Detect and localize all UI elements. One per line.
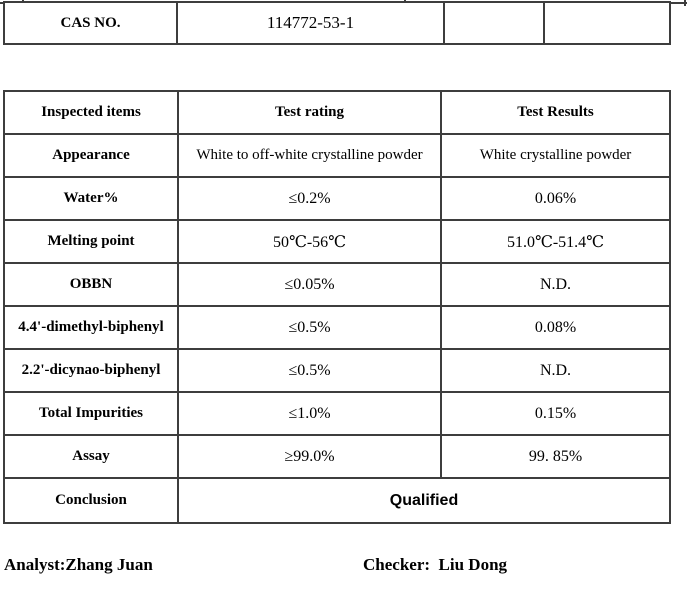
header-inspected-items: Inspected items — [3, 90, 179, 135]
cell-test-result: 0.06% — [440, 176, 671, 221]
cell-test-result: N.D. — [440, 348, 671, 393]
cell-test-rating: ≤1.0% — [177, 391, 442, 436]
header-row: Inspected items Test rating Test Results — [3, 90, 671, 135]
table-row-total-impurities: Total Impurities ≤1.0% 0.15% — [3, 391, 671, 436]
cell-test-result: 0.15% — [440, 391, 671, 436]
cell-test-rating: 50℃-56℃ — [177, 219, 442, 264]
table-row-appearance: Appearance White to off-white crystallin… — [3, 133, 671, 178]
table-row-assay: Assay ≥99.0% 99. 85% — [3, 434, 671, 479]
empty-cell — [543, 1, 671, 45]
table-row-conclusion: Conclusion Qualified — [3, 477, 671, 524]
conclusion-label-cell: Conclusion — [3, 477, 179, 524]
table-row-dicynao-biphenyl: 2.2'-dicynao-biphenyl ≤0.5% N.D. — [3, 348, 671, 393]
cas-number-table: CAS NO. 114772-53-1 — [3, 1, 671, 45]
cell-inspected-item: Appearance — [3, 133, 179, 178]
empty-cell — [443, 1, 545, 45]
table-row-dimethyl-biphenyl: 4.4'-dimethyl-biphenyl ≤0.5% 0.08% — [3, 305, 671, 350]
analyst-signature: Analyst:Zhang Juan — [4, 555, 153, 574]
cell-test-result: White crystalline powder — [440, 133, 671, 178]
cell-test-rating: ≤0.5% — [177, 305, 442, 350]
checker-signature: Checker: Liu Dong — [363, 555, 508, 574]
cell-test-result: 51.0℃-51.4℃ — [440, 219, 671, 264]
cell-test-rating: ≤0.05% — [177, 262, 442, 307]
cell-test-rating: White to off-white crystalline powder — [177, 133, 442, 178]
conclusion-value-cell: Qualified — [177, 477, 671, 524]
cell-inspected-item: 4.4'-dimethyl-biphenyl — [3, 305, 179, 350]
header-test-results: Test Results — [440, 90, 671, 135]
header-test-rating: Test rating — [177, 90, 442, 135]
inspection-results-table: Inspected items Test rating Test Results… — [3, 90, 671, 524]
cas-label-cell: CAS NO. — [3, 1, 178, 45]
table-row-melting-point: Melting point 50℃-56℃ 51.0℃-51.4℃ — [3, 219, 671, 264]
table-row-water: Water% ≤0.2% 0.06% — [3, 176, 671, 221]
cell-test-rating: ≥99.0% — [177, 434, 442, 479]
cell-inspected-item: Water% — [3, 176, 179, 221]
cell-test-result: 0.08% — [440, 305, 671, 350]
cell-inspected-item: Total Impurities — [3, 391, 179, 436]
cas-value-cell: 114772-53-1 — [176, 1, 445, 45]
cell-test-rating: ≤0.5% — [177, 348, 442, 393]
cell-inspected-item: 2.2'-dicynao-biphenyl — [3, 348, 179, 393]
cell-test-rating: ≤0.2% — [177, 176, 442, 221]
cell-inspected-item: OBBN — [3, 262, 179, 307]
cas-row: CAS NO. 114772-53-1 — [3, 1, 671, 45]
cell-test-result: N.D. — [440, 262, 671, 307]
cell-test-result: 99. 85% — [440, 434, 671, 479]
table-row-obbn: OBBN ≤0.05% N.D. — [3, 262, 671, 307]
cutoff-column-stub — [684, 0, 686, 6]
cell-inspected-item: Melting point — [3, 219, 179, 264]
cell-inspected-item: Assay — [3, 434, 179, 479]
